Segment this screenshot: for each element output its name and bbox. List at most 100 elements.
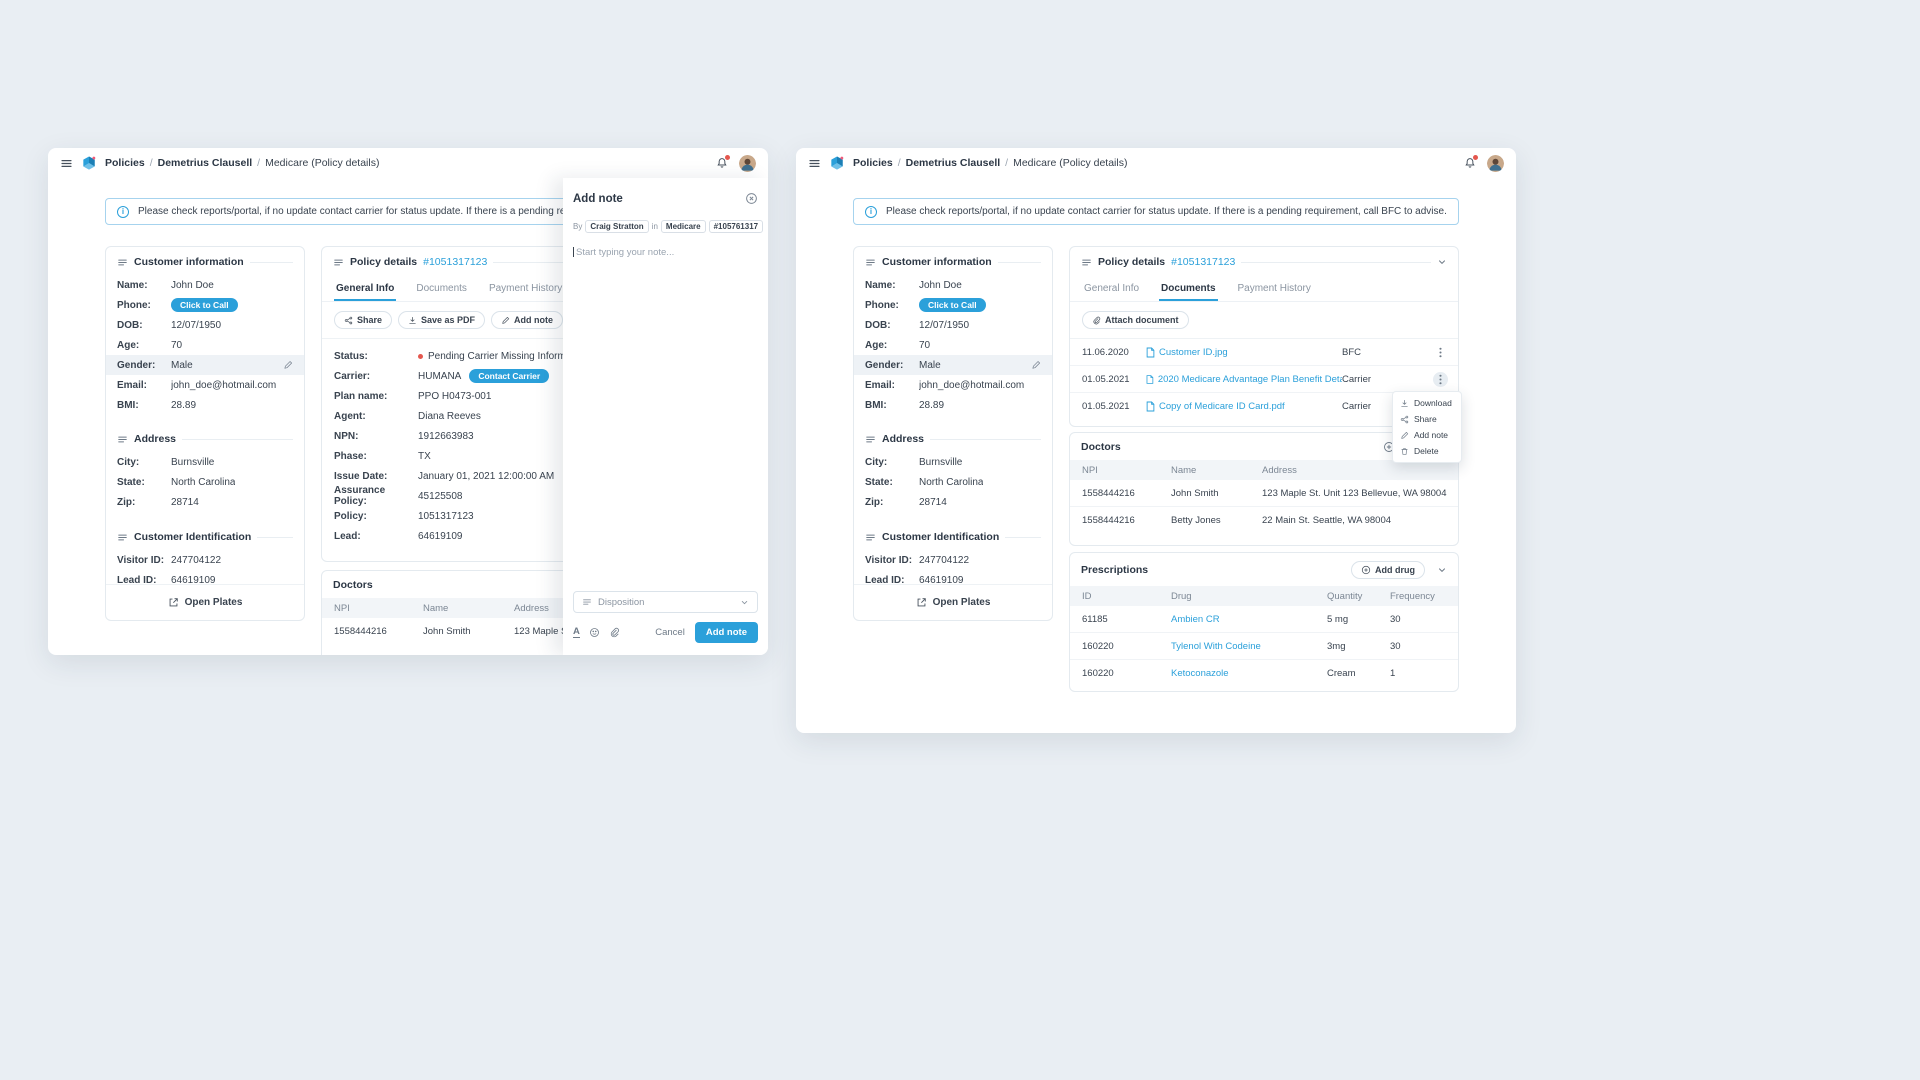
policy-number-link[interactable]: #1051317123 xyxy=(423,256,488,268)
attach-document-button[interactable]: Attach document xyxy=(1082,311,1189,329)
doctor-row[interactable]: 1558444216 Betty Jones 22 Main St. Seatt… xyxy=(1070,507,1458,534)
hamburger-menu-icon[interactable] xyxy=(60,157,73,170)
policy-number-link[interactable]: #1051317123 xyxy=(1171,256,1236,268)
pencil-icon[interactable] xyxy=(1031,360,1041,370)
breadcrumb-customer[interactable]: Demetrius Clausell xyxy=(157,157,253,169)
kebab-menu-icon[interactable] xyxy=(1433,371,1448,387)
breadcrumb-customer[interactable]: Demetrius Clausell xyxy=(905,157,1001,169)
formatting-toolbar: A xyxy=(573,627,620,639)
email-link[interactable]: john_doe@hotmail.com xyxy=(171,379,277,391)
customer-identification-header: Customer Identification xyxy=(854,522,1052,550)
policy-fields: Status: Pending Carrier Missing Informati… xyxy=(322,339,710,554)
field-city: City: Burnsville xyxy=(854,452,1052,472)
kebab-menu-icon[interactable] xyxy=(1433,345,1448,360)
tab-documents[interactable]: Documents xyxy=(416,283,467,294)
field-email: Email: john_doe@hotmail.com xyxy=(106,375,304,395)
add-note-submit-button[interactable]: Add note xyxy=(694,622,758,643)
breadcrumb-policies[interactable]: Policies xyxy=(853,157,893,169)
field-value: Male xyxy=(919,359,941,371)
menu-item-share[interactable]: Share xyxy=(1393,411,1461,427)
breadcrumb-separator: / xyxy=(897,157,901,169)
list-icon xyxy=(865,434,876,445)
pencil-icon[interactable] xyxy=(283,360,293,370)
note-text-input[interactable]: Start typing your note... xyxy=(573,247,758,591)
prescription-row: 160220 Tylenol With Codeine 3mg 30 xyxy=(1070,633,1458,660)
field-lead-id: Lead ID: 64619109 xyxy=(106,570,304,590)
drug-link[interactable]: Ambien CR xyxy=(1171,613,1220,625)
tab-payment-history[interactable]: Payment History xyxy=(1237,283,1311,294)
document-link[interactable]: Copy of Medicare ID Card.pdf xyxy=(1159,401,1285,412)
field-issue-date: Issue Date: January 01, 2021 12:00:00 AM xyxy=(322,466,710,486)
tab-documents[interactable]: Documents xyxy=(1159,277,1218,301)
field-value: HUMANA xyxy=(418,370,462,382)
chevron-down-icon[interactable] xyxy=(1437,257,1447,267)
bell-icon[interactable] xyxy=(1464,155,1478,169)
field-dob: DOB: 12/07/1950 xyxy=(854,315,1052,335)
field-state: State: North Carolina xyxy=(106,472,304,492)
documents-actions: Attach document xyxy=(1070,302,1458,338)
drug-link[interactable]: Ketoconazole xyxy=(1171,668,1229,679)
column-npi: NPI xyxy=(334,602,350,614)
field-label: Age: xyxy=(865,339,888,351)
doctors-title: Doctors xyxy=(1081,441,1121,453)
tab-general-info[interactable]: General Info xyxy=(334,277,397,301)
contact-carrier-button[interactable]: Contact Carrier xyxy=(469,369,550,383)
bell-icon[interactable] xyxy=(716,155,730,169)
menu-item-delete[interactable]: Delete xyxy=(1393,443,1461,459)
document-source: Carrier xyxy=(1342,401,1372,412)
doctor-name: John Smith xyxy=(1171,487,1219,499)
click-to-call-button[interactable]: Click to Call xyxy=(171,298,238,312)
cancel-button[interactable]: Cancel xyxy=(655,627,685,638)
user-avatar[interactable] xyxy=(1487,154,1504,172)
chevron-down-icon[interactable] xyxy=(1437,565,1447,575)
field-value: January 01, 2021 12:00:00 AM xyxy=(418,470,555,482)
field-value: 12/07/1950 xyxy=(919,319,970,331)
hamburger-menu-icon[interactable] xyxy=(808,157,821,170)
open-plates-button[interactable]: Open Plates xyxy=(916,597,990,608)
divider xyxy=(249,261,293,263)
drug-link[interactable]: Tylenol With Codeine xyxy=(1171,640,1261,652)
field-value: North Carolina xyxy=(171,476,236,488)
paperclip-icon[interactable] xyxy=(609,627,620,638)
document-link[interactable]: 2020 Medicare Advantage Plan Benefit Det… xyxy=(1157,373,1342,385)
field-npn: NPN: 1912663983 xyxy=(322,426,710,446)
open-plates-button[interactable]: Open Plates xyxy=(168,597,242,608)
field-label: Name: xyxy=(865,279,896,291)
doctor-npi: 1558444216 xyxy=(1082,515,1135,526)
document-link[interactable]: Customer ID.jpg xyxy=(1159,346,1228,358)
prescription-frequency: 1 xyxy=(1390,668,1396,679)
font-icon[interactable]: A xyxy=(573,625,580,639)
context-chip: Medicare xyxy=(660,220,706,233)
visitor-id-link[interactable]: 247704122 xyxy=(919,554,970,566)
add-note-button[interactable]: Add note xyxy=(491,311,564,329)
info-banner-text: Please check reports/portal, if no updat… xyxy=(138,206,699,217)
disposition-select[interactable]: Disposition xyxy=(573,591,758,613)
column-id: ID xyxy=(1082,590,1092,602)
tab-general-info[interactable]: General Info xyxy=(1084,283,1140,294)
emoji-icon[interactable] xyxy=(589,627,600,638)
field-state: State: North Carolina xyxy=(854,472,1052,492)
close-icon[interactable] xyxy=(745,192,758,205)
menu-item-add-note[interactable]: Add note xyxy=(1393,427,1461,443)
email-link[interactable]: john_doe@hotmail.com xyxy=(919,379,1025,391)
user-avatar[interactable] xyxy=(739,154,756,172)
tab-payment-history[interactable]: Payment History xyxy=(488,283,563,294)
field-age: Age: 70 xyxy=(106,335,304,355)
field-label: Lead ID: xyxy=(117,574,157,586)
list-icon xyxy=(1081,257,1092,268)
save-as-pdf-button[interactable]: Save as PDF xyxy=(398,311,486,329)
visitor-id-link[interactable]: 247704122 xyxy=(171,554,222,566)
add-drug-button[interactable]: Add drug xyxy=(1351,561,1425,579)
doctor-name: Betty Jones xyxy=(1171,515,1221,526)
policy-tabs: General Info Documents Payment History xyxy=(322,275,710,302)
field-label: Assurance Policy: xyxy=(334,485,386,507)
note-icon xyxy=(501,316,510,325)
click-to-call-button[interactable]: Click to Call xyxy=(919,298,986,312)
doctor-row[interactable]: 1558444216 John Smith 123 Maple St. Unit… xyxy=(1070,480,1458,507)
breadcrumb-policies[interactable]: Policies xyxy=(105,157,145,169)
lead-id-link[interactable]: 64619109 xyxy=(919,574,964,586)
field-label: Age: xyxy=(117,339,140,351)
share-button[interactable]: Share xyxy=(334,311,393,329)
menu-item-download[interactable]: Download xyxy=(1393,395,1461,411)
lead-id-link[interactable]: 64619109 xyxy=(171,574,216,586)
